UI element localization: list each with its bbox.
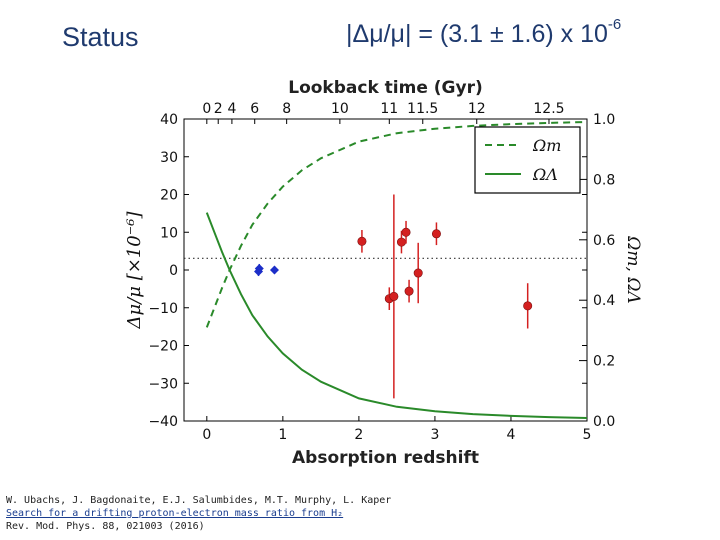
top-tick-label: 2 xyxy=(214,101,223,117)
top-tick-label: 11.5 xyxy=(407,101,438,117)
formula-exponent: -6 xyxy=(607,16,622,33)
citation-journal: Rev. Mod. Phys. 88, 021003 (2016) xyxy=(6,521,205,532)
y2-tick-label: 1.0 xyxy=(593,112,615,128)
legend-box xyxy=(474,126,581,194)
x-tick-label: 0 xyxy=(202,427,211,443)
data-point-optical xyxy=(396,237,406,247)
result-formula: |Δμ/μ| = (3.1 ± 1.6) x 10-6 xyxy=(346,16,621,49)
citation-authors: W. Ubachs, J. Bagdonaite, E.J. Salumbide… xyxy=(6,495,392,506)
mu-variation-chart: −40−30−20−100102030400.00.20.40.60.81.00… xyxy=(124,78,643,468)
top-tick-label: 0 xyxy=(202,101,211,117)
top-tick-label: 8 xyxy=(282,101,291,117)
x-tick-label: 3 xyxy=(430,427,439,443)
top-tick-label: 12 xyxy=(468,101,486,117)
data-point-optical xyxy=(523,301,533,311)
y-tick-label: −30 xyxy=(148,376,178,392)
y-tick-label: 40 xyxy=(160,112,178,128)
top-axis-title: Lookback time (Gyr) xyxy=(288,78,483,98)
y-axis-title: Δμ/μ [×10⁻⁶] xyxy=(124,211,145,330)
y2-tick-label: 0.4 xyxy=(593,293,615,309)
y2-tick-label: 0.6 xyxy=(593,233,615,249)
data-point-optical xyxy=(413,268,423,278)
x-tick-label: 1 xyxy=(278,427,287,443)
data-point-radio xyxy=(254,263,264,273)
y-tick-label: 10 xyxy=(160,225,178,241)
top-tick-label: 11 xyxy=(380,101,398,117)
x-tick-label: 5 xyxy=(583,427,592,443)
omega-lambda-curve xyxy=(205,212,588,419)
data-point-optical xyxy=(431,229,441,239)
omega-m-curve xyxy=(205,121,588,328)
y2-tick-label: 0.8 xyxy=(593,172,615,188)
top-tick-label: 6 xyxy=(250,101,259,117)
data-point-optical xyxy=(357,236,367,246)
y-tick-label: −20 xyxy=(148,339,178,355)
y-tick-label: 0 xyxy=(169,263,178,279)
legend-label-omega-m: Ωm xyxy=(532,136,561,155)
x-tick-label: 4 xyxy=(507,427,516,443)
data-point-radio xyxy=(269,265,279,275)
data-point-optical xyxy=(389,291,399,301)
y-tick-label: −40 xyxy=(148,414,178,430)
y-tick-label: 30 xyxy=(160,150,178,166)
data-point-optical xyxy=(401,227,411,237)
y2-axis-title: Ωm, ΩΛ xyxy=(623,235,643,303)
top-tick-label: 12.5 xyxy=(533,101,564,117)
y-tick-label: 20 xyxy=(160,188,178,204)
y2-tick-label: 0.0 xyxy=(593,414,615,430)
slide-title: Status xyxy=(62,22,139,52)
data-point-optical xyxy=(404,286,414,296)
citation-link[interactable]: Search for a drifting proton-electron ma… xyxy=(6,508,344,519)
y2-tick-label: 0.2 xyxy=(593,354,615,370)
y-tick-label: −10 xyxy=(148,301,178,317)
x-tick-label: 2 xyxy=(354,427,363,443)
x-axis-title: Absorption redshift xyxy=(292,448,479,468)
legend-label-omega-lambda: ΩΛ xyxy=(532,165,558,184)
formula-main: |Δμ/μ| = (3.1 ± 1.6) x 10 xyxy=(346,20,608,48)
top-tick-label: 4 xyxy=(227,101,236,117)
citation: W. Ubachs, J. Bagdonaite, E.J. Salumbide… xyxy=(6,494,391,533)
top-tick-label: 10 xyxy=(331,101,349,117)
